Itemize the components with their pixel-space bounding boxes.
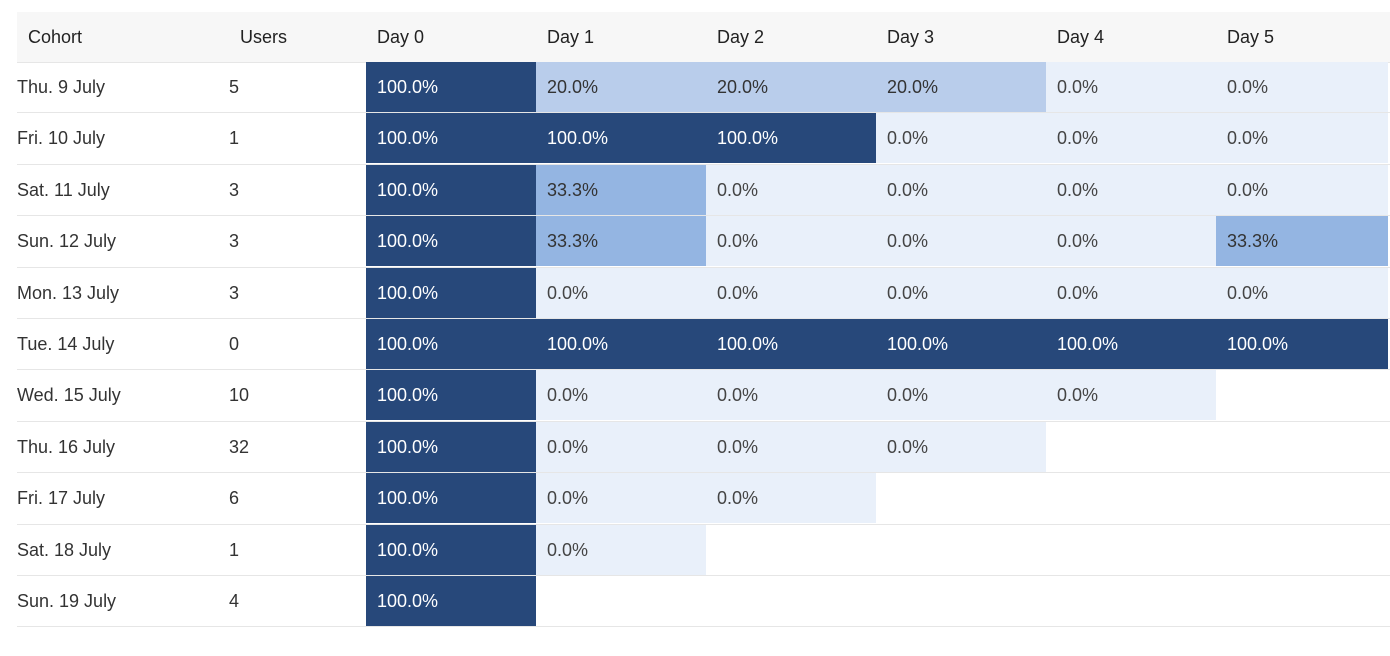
retention-cell: 0.0% [706, 216, 876, 267]
user-count: 1 [229, 128, 240, 149]
row-divider [17, 318, 1390, 319]
retention-cell: 0.0% [876, 421, 1046, 472]
user-count: 32 [229, 436, 250, 457]
retention-cell: 33.3% [1216, 216, 1388, 267]
row-divider [17, 575, 1390, 576]
retention-cell: 0.0% [706, 421, 876, 472]
retention-cell: 0.0% [706, 267, 876, 318]
retention-cell: 20.0% [536, 62, 706, 112]
retention-cell: 100.0% [876, 319, 1046, 369]
retention-cell: 0.0% [536, 421, 706, 472]
row-divider [17, 215, 1390, 217]
retention-cell: 100.0% [366, 473, 536, 524]
retention-cell: 100.0% [536, 319, 706, 369]
retention-cell: 0.0% [876, 267, 1046, 318]
column-header: Users [240, 27, 288, 47]
retention-cell: 100.0% [366, 576, 536, 626]
column-header: Day 2 [717, 27, 765, 47]
cohort-label: Fri. 17 July [17, 488, 106, 509]
retention-cell: 0.0% [536, 267, 706, 318]
retention-cell: 0.0% [1216, 164, 1388, 215]
retention-cell: 100.0% [366, 113, 536, 164]
column-header: Day 3 [887, 27, 935, 47]
retention-cell: 0.0% [536, 524, 706, 575]
user-count: 4 [229, 591, 240, 611]
retention-cell: 0.0% [706, 473, 876, 524]
retention-cell: 100.0% [366, 267, 536, 318]
retention-cell: 100.0% [536, 113, 706, 164]
retention-cell: 0.0% [876, 113, 1046, 164]
user-count: 0 [229, 334, 240, 354]
retention-cell: 33.3% [536, 164, 706, 215]
cohort-label: Sat. 11 July [17, 179, 110, 200]
row-divider [17, 369, 1390, 371]
row-divider [17, 472, 1390, 474]
cohort-label: Mon. 13 July [17, 282, 120, 303]
cohort-label: Sat. 18 July [17, 539, 112, 560]
user-count: 6 [229, 488, 240, 509]
column-header: Cohort [28, 27, 83, 47]
retention-cell: 0.0% [1046, 216, 1216, 267]
column-header: Day 0 [377, 27, 425, 47]
user-count: 3 [229, 179, 240, 200]
retention-cell: 100.0% [366, 421, 536, 472]
retention-cell: 100.0% [1216, 319, 1388, 369]
retention-cell: 100.0% [1046, 319, 1216, 369]
retention-cell: 0.0% [1046, 370, 1216, 421]
user-count: 3 [229, 282, 240, 303]
row-divider [17, 163, 1390, 165]
retention-cell: 100.0% [366, 370, 536, 421]
row-divider [17, 626, 1390, 628]
retention-cell: 0.0% [1046, 267, 1216, 318]
user-count: 1 [229, 539, 240, 560]
retention-cell: 100.0% [706, 319, 876, 369]
column-header: Day 4 [1057, 27, 1105, 47]
user-count: 10 [229, 385, 250, 406]
column-header: Day 5 [1227, 27, 1275, 47]
retention-cell: 0.0% [876, 370, 1046, 421]
retention-cell: 100.0% [366, 216, 536, 267]
retention-cell: 0.0% [1046, 164, 1216, 215]
retention-cell: 20.0% [706, 62, 876, 112]
column-header: Day 1 [547, 27, 595, 47]
retention-cell: 33.3% [536, 216, 706, 267]
retention-cell: 100.0% [366, 164, 536, 215]
retention-cell: 0.0% [536, 370, 706, 421]
retention-cell: 100.0% [366, 62, 536, 112]
cohort-label: Wed. 15 July [17, 385, 121, 406]
user-count: 3 [229, 231, 240, 252]
retention-cell: 0.0% [1046, 113, 1216, 164]
cohort-label: Sun. 12 July [17, 231, 117, 252]
retention-cell: 20.0% [876, 62, 1046, 112]
retention-cell: 0.0% [876, 164, 1046, 215]
retention-cell: 0.0% [1216, 113, 1388, 164]
retention-cell: 100.0% [706, 113, 876, 164]
retention-cell: 100.0% [366, 319, 536, 369]
retention-cell: 0.0% [1216, 267, 1388, 318]
retention-cell: 0.0% [1046, 62, 1216, 112]
retention-cell: 0.0% [706, 164, 876, 215]
cohort-label: Thu. 9 July [17, 77, 106, 97]
row-divider [17, 112, 1390, 114]
retention-cell: 0.0% [706, 370, 876, 421]
cohort-label: Tue. 14 July [17, 334, 115, 354]
cohort-label: Fri. 10 July [17, 128, 106, 149]
row-divider [17, 420, 1390, 422]
row-divider [17, 266, 1390, 268]
user-count: 5 [229, 77, 240, 97]
retention-cell: 0.0% [876, 216, 1046, 267]
cohort-label: Sun. 19 July [17, 591, 117, 611]
retention-cell: 0.0% [536, 473, 706, 524]
row-divider [17, 523, 1390, 525]
cohort-label: Thu. 16 July [17, 436, 116, 457]
retention-cell: 100.0% [366, 524, 536, 575]
retention-cell: 0.0% [1216, 62, 1388, 112]
